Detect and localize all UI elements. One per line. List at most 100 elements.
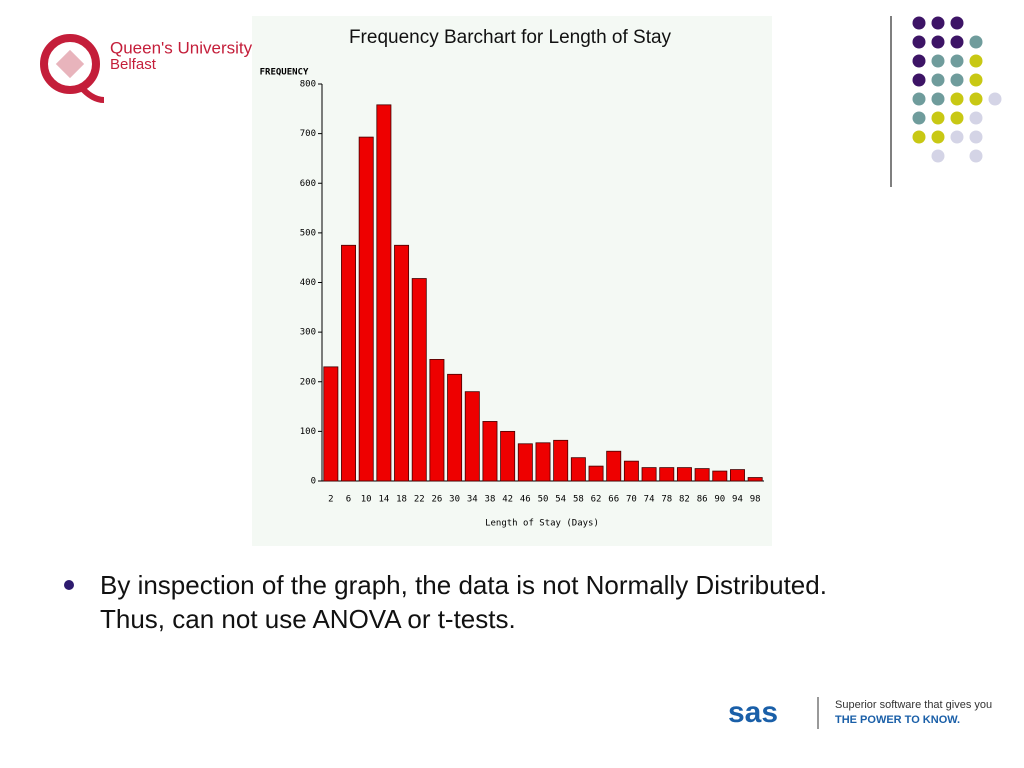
bar [482,421,498,482]
bar [500,430,516,482]
x-tick-label: 26 [431,495,442,505]
y-tick-label: 800 [300,80,316,90]
dot [931,35,945,49]
dot [931,149,945,163]
y-tick-label: 700 [300,129,316,139]
bar [358,136,374,482]
logo-crest [55,49,85,79]
dot [950,16,964,30]
dot [912,54,926,68]
x-tick-label: 62 [591,495,602,505]
x-tick-label: 86 [697,495,708,505]
x-tick-label: 18 [396,495,407,505]
x-tick-label: 2 [328,495,333,505]
dot [969,54,983,68]
y-tick-label: 500 [300,228,316,238]
dot [969,73,983,87]
bar [730,469,745,482]
bar [341,244,356,482]
x-tick-label: 30 [449,495,460,505]
slogan: THE POWER TO KNOW. [835,714,960,726]
dot [969,35,983,49]
dot [912,130,926,144]
x-tick-label: 50 [538,495,549,505]
y-tick-label: 600 [300,179,316,189]
logo-q [40,34,100,94]
dot [931,111,945,125]
bullet-text: By inspection of the graph, the data is … [100,570,827,634]
dot [950,54,964,68]
bar [588,465,604,482]
dot-grid [912,16,1002,163]
bar [376,104,392,482]
logo-place: Belfast [110,56,157,73]
y-tick-label: 100 [300,427,316,437]
x-tick-label: 10 [361,495,372,505]
x-tick-label: 58 [573,495,584,505]
logo-q-tail [77,84,105,103]
x-tick-label: 74 [644,495,655,505]
bar [535,442,551,482]
bar [517,443,533,482]
chart-title: Frequency Barchart for Length of Stay [349,27,672,48]
tagline: Superior software that gives you [835,699,992,711]
x-axis-label: Length of Stay (Days) [485,519,599,529]
x-tick-label: 42 [502,495,513,505]
x-tick-label: 6 [346,495,351,505]
bar [641,467,657,482]
dot [912,16,926,30]
dot [969,130,983,144]
dot [931,92,945,106]
dot [950,92,964,106]
bar [694,468,710,482]
bar [712,470,728,482]
x-tick-label: 90 [714,495,725,505]
bar [394,244,410,482]
bar [464,391,480,482]
x-tick-label: 78 [661,495,672,505]
bar [747,477,763,482]
bar [553,439,569,482]
dot [950,35,964,49]
y-tick-label: 300 [300,328,316,338]
x-tick-label: 70 [626,495,637,505]
dot [912,92,926,106]
y-axis-label: FREQUENCY [260,68,309,78]
dot [931,130,945,144]
bar [676,467,692,482]
bar [623,460,639,482]
x-tick-label: 54 [555,495,566,505]
x-tick-label: 82 [679,495,690,505]
bar [429,359,445,482]
bullet-marker [64,580,74,590]
x-tick-label: 66 [608,495,619,505]
bar [411,278,427,482]
y-tick-label: 200 [300,377,316,387]
chart: Frequency Barchart for Length of Stay FR… [252,16,772,546]
logo: Queen's University Belfast [40,34,253,103]
bar [323,366,339,482]
x-tick-label: 46 [520,495,531,505]
x-tick-label: 98 [750,495,761,505]
dot [931,54,945,68]
dot [969,111,983,125]
dot [950,130,964,144]
x-tick-label: 38 [485,495,496,505]
x-tick-label: 14 [378,495,389,505]
y-tick-label: 400 [300,278,316,288]
dot [950,111,964,125]
y-tick-label: 0 [311,477,316,487]
dot [912,35,926,49]
dot [912,111,926,125]
dot [931,16,945,30]
bar [570,457,586,482]
sas-logo: sas [728,696,778,729]
x-tick-label: 94 [732,495,743,505]
x-tick-label: 34 [467,495,478,505]
dot [912,73,926,87]
bar [659,467,675,482]
dot [969,92,983,106]
x-tick-label: 22 [414,495,425,505]
